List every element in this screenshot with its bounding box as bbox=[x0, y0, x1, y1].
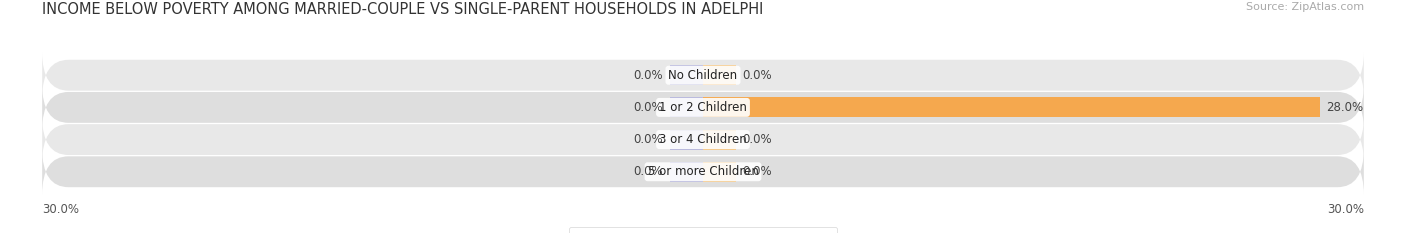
Bar bbox=[703, 65, 737, 85]
FancyBboxPatch shape bbox=[42, 149, 1364, 195]
FancyBboxPatch shape bbox=[42, 116, 1364, 163]
Text: No Children: No Children bbox=[668, 69, 738, 82]
Text: 0.0%: 0.0% bbox=[742, 133, 772, 146]
Text: 0.0%: 0.0% bbox=[634, 101, 664, 114]
Text: 0.0%: 0.0% bbox=[742, 165, 772, 178]
Bar bbox=[703, 130, 737, 150]
Text: INCOME BELOW POVERTY AMONG MARRIED-COUPLE VS SINGLE-PARENT HOUSEHOLDS IN ADELPHI: INCOME BELOW POVERTY AMONG MARRIED-COUPL… bbox=[42, 2, 763, 17]
Bar bbox=[703, 162, 737, 182]
Text: 30.0%: 30.0% bbox=[42, 203, 79, 216]
Text: 0.0%: 0.0% bbox=[634, 133, 664, 146]
Text: 28.0%: 28.0% bbox=[1326, 101, 1364, 114]
Text: 3 or 4 Children: 3 or 4 Children bbox=[659, 133, 747, 146]
FancyBboxPatch shape bbox=[42, 52, 1364, 98]
Bar bbox=[669, 130, 703, 150]
Bar bbox=[669, 97, 703, 117]
Text: 30.0%: 30.0% bbox=[1327, 203, 1364, 216]
Text: 0.0%: 0.0% bbox=[634, 165, 664, 178]
Text: 1 or 2 Children: 1 or 2 Children bbox=[659, 101, 747, 114]
Text: 5 or more Children: 5 or more Children bbox=[648, 165, 758, 178]
Bar bbox=[669, 65, 703, 85]
Text: Source: ZipAtlas.com: Source: ZipAtlas.com bbox=[1246, 2, 1364, 12]
Text: 0.0%: 0.0% bbox=[742, 69, 772, 82]
Bar bbox=[669, 162, 703, 182]
Legend: Married Couples, Single Parents: Married Couples, Single Parents bbox=[569, 227, 837, 233]
Bar bbox=[703, 97, 1320, 117]
Text: 0.0%: 0.0% bbox=[634, 69, 664, 82]
FancyBboxPatch shape bbox=[42, 84, 1364, 130]
